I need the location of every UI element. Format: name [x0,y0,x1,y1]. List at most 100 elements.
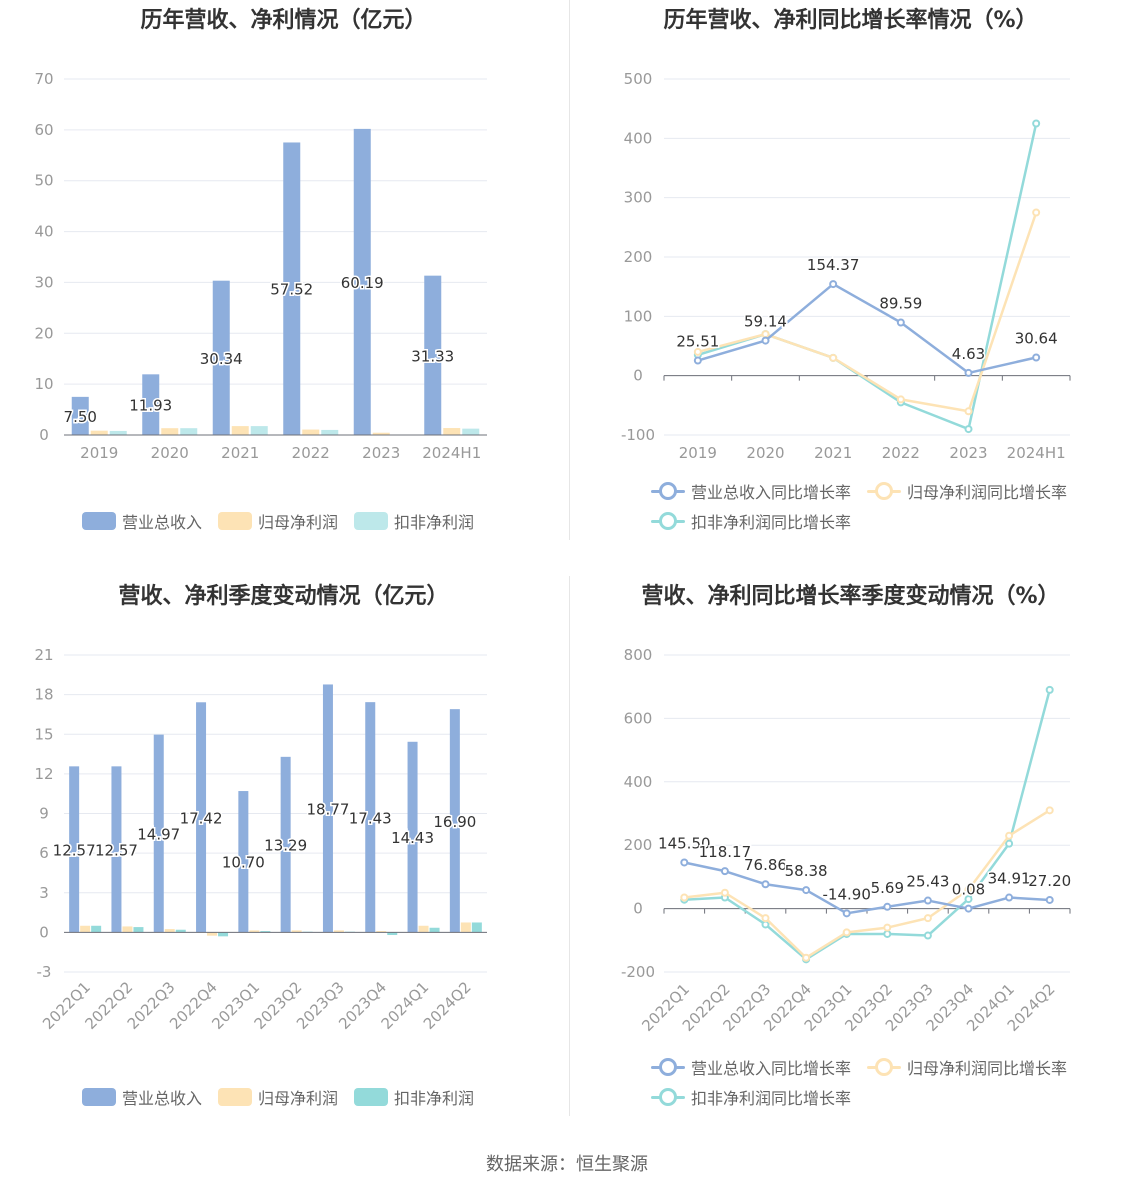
y-tick-label: -3 [37,963,52,981]
data-point [761,880,770,889]
annual-growth-panel: 历年营收、净利同比增长率情况（%） -100 0 100 200 300 400 500 20… [567,0,1134,576]
data-point [829,353,838,362]
legend: 营业总收入同比增长率 归母净利润同比增长率扣非净利润同比增长率 [651,476,1121,536]
data-point [964,368,973,377]
data-point [1045,685,1054,694]
series-line [684,861,1050,915]
data-label: 14.43 [391,829,434,847]
data-point [1032,208,1041,217]
chart-title: 营收、净利季度变动情况（亿元） [118,584,449,609]
quarterly-growth-panel: 营收、净利同比增长率季度变动情况（%） -200 0 200 400 600 800 202… [567,576,1134,1152]
y-tick-label: 600 [624,709,653,727]
data-point [1032,119,1041,128]
y-tick-label: 0 [633,367,643,385]
data-point [680,858,689,867]
data-point [693,356,702,365]
data-label: 14.97 [137,826,180,844]
legend-swatch [82,1088,116,1106]
data-point [693,347,702,356]
data-label: 13.29 [264,837,307,855]
annual-growth-chart: -100 0 100 200 300 400 500 2019 2020 2021 2022 2023… [621,70,1071,462]
series-line [697,212,1038,413]
data-label: 30.64 [1015,329,1058,347]
legend-label: 归母净利润同比增长率 [907,483,1068,502]
x-tick-label: 2022 [882,444,920,462]
data-point [923,914,932,923]
y-tick-label: -200 [621,963,655,981]
legend: 营业总收入 归母净利润 扣非净利润 [82,506,552,536]
bar [218,932,229,937]
bar [122,926,133,933]
legend-swatch [651,512,685,530]
data-label: 154.37 [807,256,860,274]
y-tick-label: 40 [34,223,53,241]
legend-item[interactable]: 归母净利润同比增长率 [867,476,1067,506]
bar [153,734,164,933]
bar [180,428,198,435]
legend-label: 扣非净利润 [394,513,475,532]
bar [280,756,291,933]
bar [69,766,80,933]
data-label: 10.70 [222,854,265,872]
data-label: 17.42 [180,809,223,827]
data-point [1005,839,1014,848]
data-point [802,886,811,895]
x-tick-label: 2023 [362,444,400,462]
y-tick-label: 300 [624,189,653,207]
data-label: 12.57 [53,841,96,859]
data-point [964,904,973,913]
legend-item[interactable]: 扣非净利润同比增长率 [651,506,851,536]
x-tick-label: 2024H1 [422,444,481,462]
bar [365,702,376,933]
data-label: 4.63 [952,345,985,363]
legend-item[interactable]: 营业总收入同比增长率 [651,476,851,506]
legend-swatch [651,1088,685,1106]
legend-swatch [651,482,685,500]
data-label: 25.51 [676,333,719,351]
data-point [883,929,892,938]
data-label: 145.50 [658,834,711,852]
data-source: 数据来源：恒生聚源 [486,1154,648,1175]
bar [460,922,471,933]
data-label: 60.19 [341,274,384,292]
y-tick-label: 20 [34,324,53,342]
bar [333,930,344,933]
y-tick-label: 800 [624,646,653,664]
y-tick-label: 60 [34,121,53,139]
legend-item[interactable]: 归母净利润同比增长率 [867,1052,1067,1082]
legend-item[interactable]: 营业总收入同比增长率 [651,1052,851,1082]
legend-item[interactable]: 营业总收入 [82,1082,202,1112]
legend-item[interactable]: 归母净利润 [218,1082,338,1112]
annual-amount-panel: 历年营收、净利情况（亿元） 0 10 20 30 40 50 60 70 2019 2020 202… [0,0,567,576]
bar [462,428,480,435]
bar [71,396,89,435]
data-point [720,867,729,876]
data-label: 89.59 [879,295,922,313]
legend-swatch [867,482,902,500]
y-tick-label: 15 [34,725,53,743]
data-label: 76.86 [744,856,787,874]
x-tick-label: 2019 [80,444,118,462]
legend-label: 扣非净利润 [394,1089,475,1108]
legend-item[interactable]: 营业总收入 [82,506,202,536]
legend-item[interactable]: 扣非净利润同比增长率 [651,1082,851,1112]
legend-item[interactable]: 扣非净利润 [354,1082,474,1112]
data-label: 5.69 [871,879,904,897]
legend-marker [659,1088,677,1106]
y-tick-label: 0 [39,426,49,444]
legend-item[interactable]: 扣非净利润 [354,506,474,536]
bar [231,426,249,435]
legend-item[interactable]: 归母净利润 [218,506,338,536]
data-label: 18.77 [306,800,349,818]
data-point [680,893,689,902]
data-point [761,330,770,339]
data-label: -14.90 [823,885,871,903]
bar [471,922,482,933]
bar [238,791,249,933]
y-tick-label: 400 [624,773,653,791]
data-point [1045,806,1054,815]
y-tick-label: 500 [624,70,653,88]
data-point [1005,831,1014,840]
y-tick-label: 400 [624,129,653,147]
bar [302,429,320,435]
